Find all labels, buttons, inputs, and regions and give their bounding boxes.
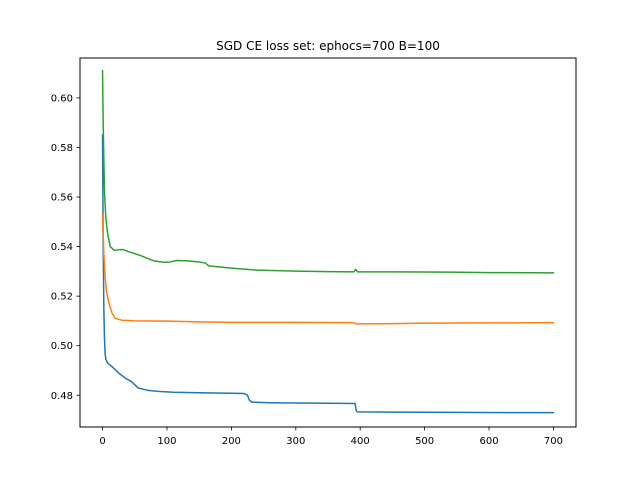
- y-tick-label: 0.54: [51, 242, 73, 253]
- y-tick-label: 0.48: [51, 391, 73, 402]
- x-tick-label: 400: [351, 436, 370, 447]
- y-tick-label: 0.56: [51, 193, 73, 204]
- y-tick-label: 0.60: [51, 93, 73, 104]
- series-line-2: [101, 213, 555, 325]
- x-tick-label: 100: [157, 436, 176, 447]
- x-tick-label: 700: [544, 436, 563, 447]
- series-line-3: [101, 69, 555, 274]
- x-tick-label: 500: [415, 436, 434, 447]
- series-layer: [101, 69, 555, 414]
- series-line-1: [101, 134, 555, 414]
- y-tick-label: 0.52: [51, 292, 73, 303]
- y-tick-label: 0.50: [51, 341, 73, 352]
- y-tick-label: 0.58: [51, 143, 73, 154]
- axis-layer: 0 100 200 300 400 500 600 700 0.48 0.50 0.52 0.54 0.…: [51, 93, 563, 447]
- x-tick-label: 300: [286, 436, 305, 447]
- x-tick-label: 600: [479, 436, 498, 447]
- plot-frame: [79, 57, 577, 428]
- x-tick-label: 0: [99, 436, 105, 447]
- x-tick-label: 200: [222, 436, 241, 447]
- chart-title: SGD CE loss set: ephocs=700 B=100: [216, 39, 440, 53]
